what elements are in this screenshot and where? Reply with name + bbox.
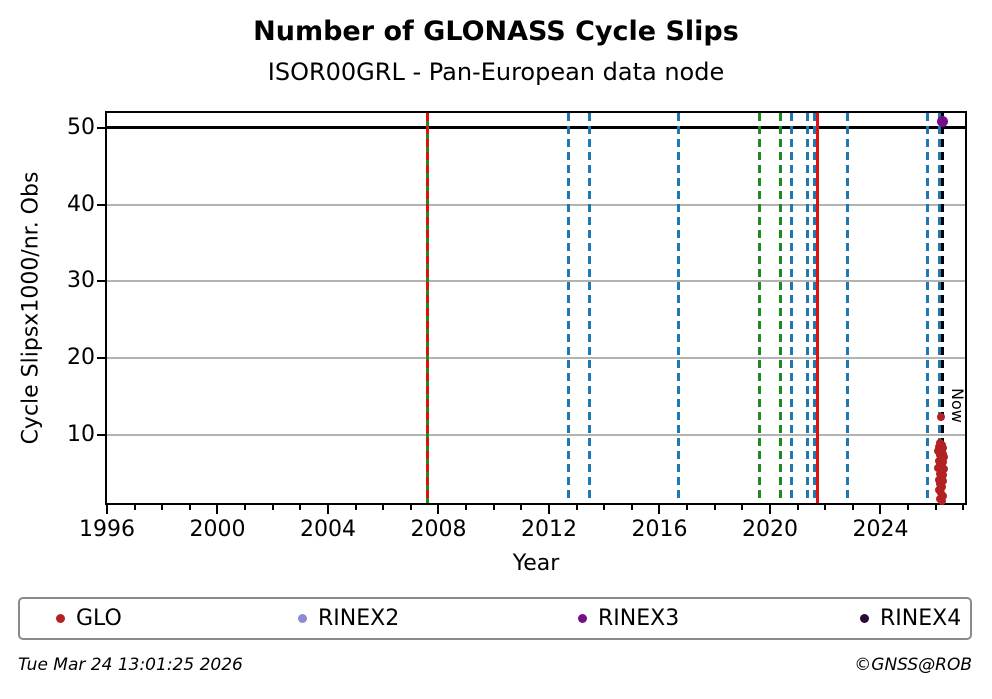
x-minor-tick-2026 bbox=[934, 505, 937, 510]
rinex3-marker-icon bbox=[578, 614, 587, 623]
event-line-blue-dashed-4 bbox=[677, 113, 681, 503]
rinex4-marker-icon bbox=[860, 614, 869, 623]
event-line-blue-dashed-11 bbox=[845, 113, 849, 503]
rinex2-marker-icon bbox=[298, 614, 307, 623]
legend-item-rinex2: RINEX2 bbox=[298, 599, 399, 638]
x-minor-tick-1999 bbox=[188, 505, 191, 510]
y50-line bbox=[107, 126, 965, 130]
gridline-y-10 bbox=[107, 434, 965, 437]
x-minor-tick-2006 bbox=[382, 505, 385, 510]
x-minor-tick-2017 bbox=[686, 505, 689, 510]
x-tick-label-2012: 2012 bbox=[520, 517, 577, 542]
x-minor-tick-2011 bbox=[520, 505, 523, 510]
y-tick-30 bbox=[97, 280, 107, 283]
y-tick-40 bbox=[97, 203, 107, 206]
event-line-blue-dashed-12 bbox=[926, 113, 930, 503]
plot-area bbox=[105, 111, 967, 505]
legend-label-glo: GLO bbox=[76, 606, 122, 631]
legend-label-rinex3: RINEX3 bbox=[598, 606, 680, 631]
x-minor-tick-2025 bbox=[907, 505, 910, 510]
timestamp-text: Tue Mar 24 13:01:25 2026 bbox=[18, 655, 243, 675]
event-line-red-dashed-1 bbox=[426, 113, 430, 503]
y-tick-10 bbox=[97, 434, 107, 437]
x-minor-tick-2002 bbox=[271, 505, 274, 510]
x-tick-label-2020: 2020 bbox=[741, 517, 798, 542]
copyright-text: ©GNSS@ROB bbox=[854, 655, 972, 675]
chart-subtitle: ISOR00GRL - Pan-European data node bbox=[267, 58, 725, 86]
x-tick-label-2016: 2016 bbox=[631, 517, 688, 542]
x-tick-1996 bbox=[106, 505, 108, 514]
legend-box: GLO RINEX2 RINEX3 RINEX4 bbox=[18, 597, 972, 640]
x-minor-tick-2001 bbox=[244, 505, 247, 510]
x-tick-2016 bbox=[658, 505, 661, 514]
x-tick-2020 bbox=[768, 505, 771, 514]
glo-marker-icon bbox=[56, 614, 65, 623]
x-tick-2004 bbox=[326, 505, 329, 514]
event-line-blue-dashed-9 bbox=[812, 113, 816, 503]
event-line-green-dashed-5 bbox=[757, 113, 761, 503]
event-line-blue-dashed-7 bbox=[789, 113, 793, 503]
event-line-black-dashed-14 bbox=[941, 113, 945, 503]
gridline-y-20 bbox=[107, 357, 965, 360]
x-tick-2024 bbox=[879, 505, 882, 514]
x-tick-label-2008: 2008 bbox=[410, 517, 467, 542]
event-line-blue-dashed-13 bbox=[938, 113, 942, 503]
gridline-y-40 bbox=[107, 203, 965, 206]
rinex3-point bbox=[937, 115, 949, 127]
event-line-red-solid-10 bbox=[815, 113, 819, 503]
x-tick-2000 bbox=[216, 505, 219, 514]
y-tick-label-20: 20 bbox=[67, 345, 95, 371]
x-minor-tick-2015 bbox=[630, 505, 633, 510]
x-minor-tick-2022 bbox=[824, 505, 827, 510]
legend-label-rinex4: RINEX4 bbox=[880, 606, 962, 631]
now-label: Now bbox=[947, 388, 967, 423]
x-minor-tick-2027 bbox=[962, 505, 965, 510]
x-axis-label: Year bbox=[512, 551, 560, 576]
x-tick-label-2004: 2004 bbox=[299, 517, 356, 542]
x-tick-label-1996: 1996 bbox=[79, 517, 135, 542]
x-tick-2012 bbox=[547, 505, 550, 514]
y-tick-50 bbox=[97, 126, 107, 129]
x-minor-tick-2007 bbox=[409, 505, 412, 510]
event-line-green-dashed-6 bbox=[778, 113, 782, 503]
x-minor-tick-2014 bbox=[603, 505, 606, 510]
x-tick-2008 bbox=[437, 505, 440, 514]
y-tick-20 bbox=[97, 357, 107, 360]
y-tick-label-30: 30 bbox=[67, 268, 95, 294]
legend-label-rinex2: RINEX2 bbox=[318, 606, 400, 631]
chart-title: Number of GLONASS Cycle Slips bbox=[253, 16, 739, 47]
x-minor-tick-2013 bbox=[575, 505, 578, 510]
legend-item-glo: GLO bbox=[56, 599, 122, 638]
y-tick-label-50: 50 bbox=[67, 114, 95, 140]
legend-item-rinex4: RINEX4 bbox=[860, 599, 961, 638]
x-minor-tick-2005 bbox=[354, 505, 357, 510]
event-line-blue-dashed-8 bbox=[805, 113, 809, 503]
y-tick-label-10: 10 bbox=[67, 422, 95, 448]
x-tick-label-2000: 2000 bbox=[189, 517, 246, 542]
x-minor-tick-2003 bbox=[299, 505, 302, 510]
legend-item-rinex3: RINEX3 bbox=[578, 599, 679, 638]
x-minor-tick-2023 bbox=[851, 505, 854, 510]
x-minor-tick-2021 bbox=[796, 505, 799, 510]
event-line-blue-dashed-3 bbox=[588, 113, 592, 503]
glo-point bbox=[937, 497, 946, 506]
gridline-y-30 bbox=[107, 280, 965, 283]
x-tick-label-2024: 2024 bbox=[852, 517, 909, 542]
x-minor-tick-1998 bbox=[161, 505, 164, 510]
x-minor-tick-2019 bbox=[741, 505, 744, 510]
x-minor-tick-2018 bbox=[713, 505, 716, 510]
x-minor-tick-2009 bbox=[465, 505, 468, 510]
x-minor-tick-1997 bbox=[133, 505, 136, 510]
event-line-blue-dashed-2 bbox=[566, 113, 570, 503]
glo-point bbox=[936, 412, 945, 421]
x-minor-tick-2010 bbox=[492, 505, 495, 510]
y-tick-label-40: 40 bbox=[67, 191, 95, 217]
